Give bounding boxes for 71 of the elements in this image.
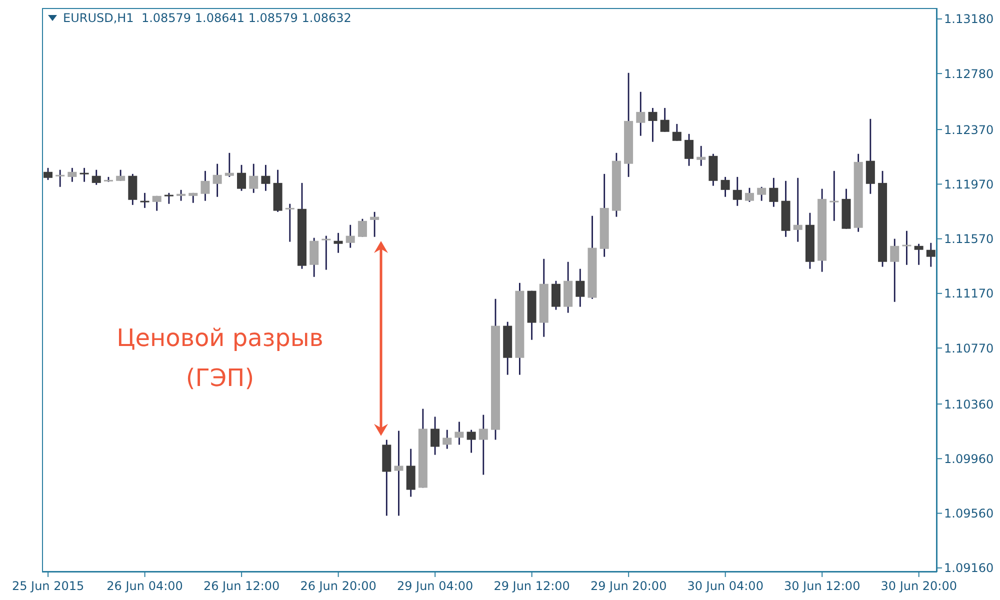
candlestick [261,164,270,192]
candlestick [672,123,682,142]
candlestick [660,107,670,133]
candlestick [442,429,452,450]
candlestick [92,169,101,186]
y-tick-label: 1.11170 [944,286,994,301]
x-tick-label: 29 Jun 12:00 [494,579,570,593]
x-tick-label: 30 Jun 04:00 [687,579,764,593]
candlestick [648,107,658,143]
candlestick [830,170,839,222]
candlestick [551,280,560,310]
candlestick [769,177,778,208]
candlestick [285,203,294,242]
candlestick [68,167,77,183]
candlestick [56,169,65,188]
candlestick [164,192,174,205]
candlestick [334,232,343,254]
candlestick [152,195,162,212]
candlestick [576,268,585,308]
candlestick [322,235,331,270]
y-tick-label: 1.13180 [944,12,994,26]
candlestick [370,211,380,238]
y-tick-label: 1.10360 [944,397,994,412]
y-tick-label: 1.09560 [944,506,994,521]
y-tick-label: 1.11970 [944,177,994,192]
candlestick [866,118,875,195]
x-tick-label: 30 Jun 20:00 [880,579,957,593]
y-tick-label: 1.09160 [944,561,994,576]
y-tick-label: 1.12370 [944,122,994,137]
candlestick [926,242,936,268]
x-tick-label: 26 Jun 12:00 [203,579,280,593]
candlestick [140,192,150,209]
x-tick-label: 26 Jun 20:00 [300,579,376,593]
candlestick [757,186,766,202]
candlestick [744,187,754,203]
x-tick-label: 29 Jun 04:00 [396,579,474,593]
candlestick [116,169,126,182]
x-tick-label: 26 Jun 04:00 [106,579,183,593]
candlestick [636,91,646,137]
candlestick [176,189,186,202]
candlestick [454,421,464,446]
candlestick [466,429,476,454]
candlestick [914,243,924,266]
annotation: Ценовой разрыв (ГЭП) [116,323,324,394]
x-tick-label: 25 Jun 2015 [12,579,84,593]
candlestick [890,238,900,303]
y-tick-label: 1.11570 [944,232,994,246]
x-tick-label: 29 Jun 20:00 [590,579,667,593]
y-tick-label: 1.09960 [944,452,994,466]
y-tick-label: 1.12780 [944,66,994,81]
candlestick [684,133,694,167]
candlestick [44,167,52,181]
candlestick [80,167,89,183]
candlestick [902,230,912,266]
candlestick [394,430,404,516]
chart-title: EURUSD,H1 1.08579 1.08641 1.08579 1.08632 [63,11,352,25]
candlestick [200,170,210,202]
candlestick [696,145,706,167]
candlestick [237,164,246,192]
candlestick [732,176,742,207]
candlestick [793,177,802,242]
candlestick [358,218,367,238]
candlestick [346,224,355,248]
candlestick [478,414,488,476]
candlestick [720,176,730,198]
candlestick [212,163,222,198]
candlestick [430,416,440,456]
x-tick-label: 30 Jun 12:00 [784,579,860,593]
y-tick-label: 1.10770 [944,341,994,356]
candlestick [249,163,258,194]
candlestick [224,152,234,178]
